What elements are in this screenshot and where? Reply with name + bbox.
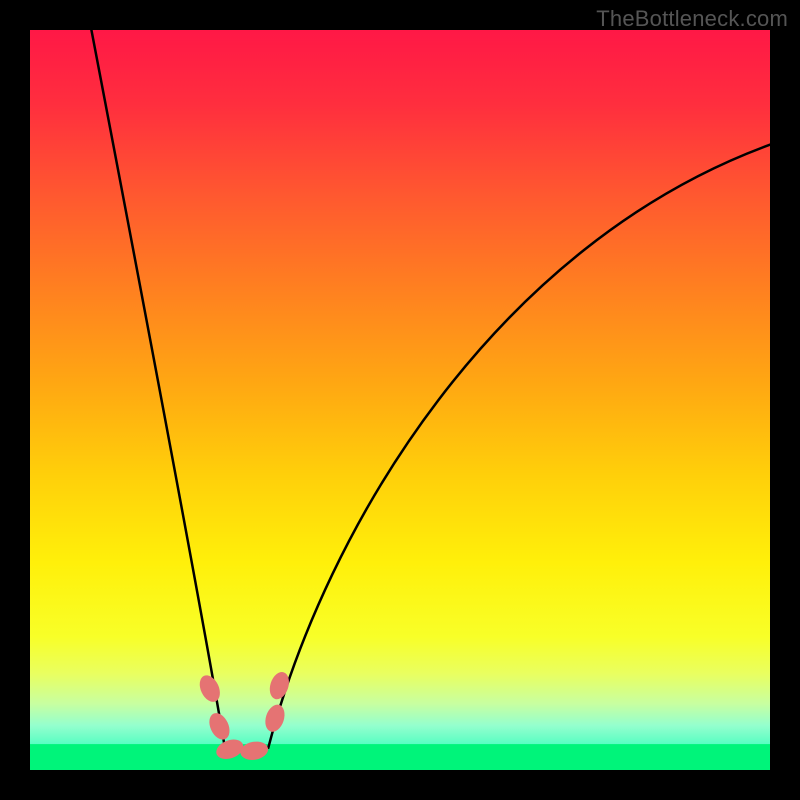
gradient-background [30,30,770,770]
watermark-text: TheBottleneck.com [596,6,788,32]
bottleneck-chart [0,0,800,800]
plot-area [30,30,770,770]
green-baseline-band [30,744,770,770]
chart-root: { "watermark": { "text": "TheBottleneck.… [0,0,800,800]
